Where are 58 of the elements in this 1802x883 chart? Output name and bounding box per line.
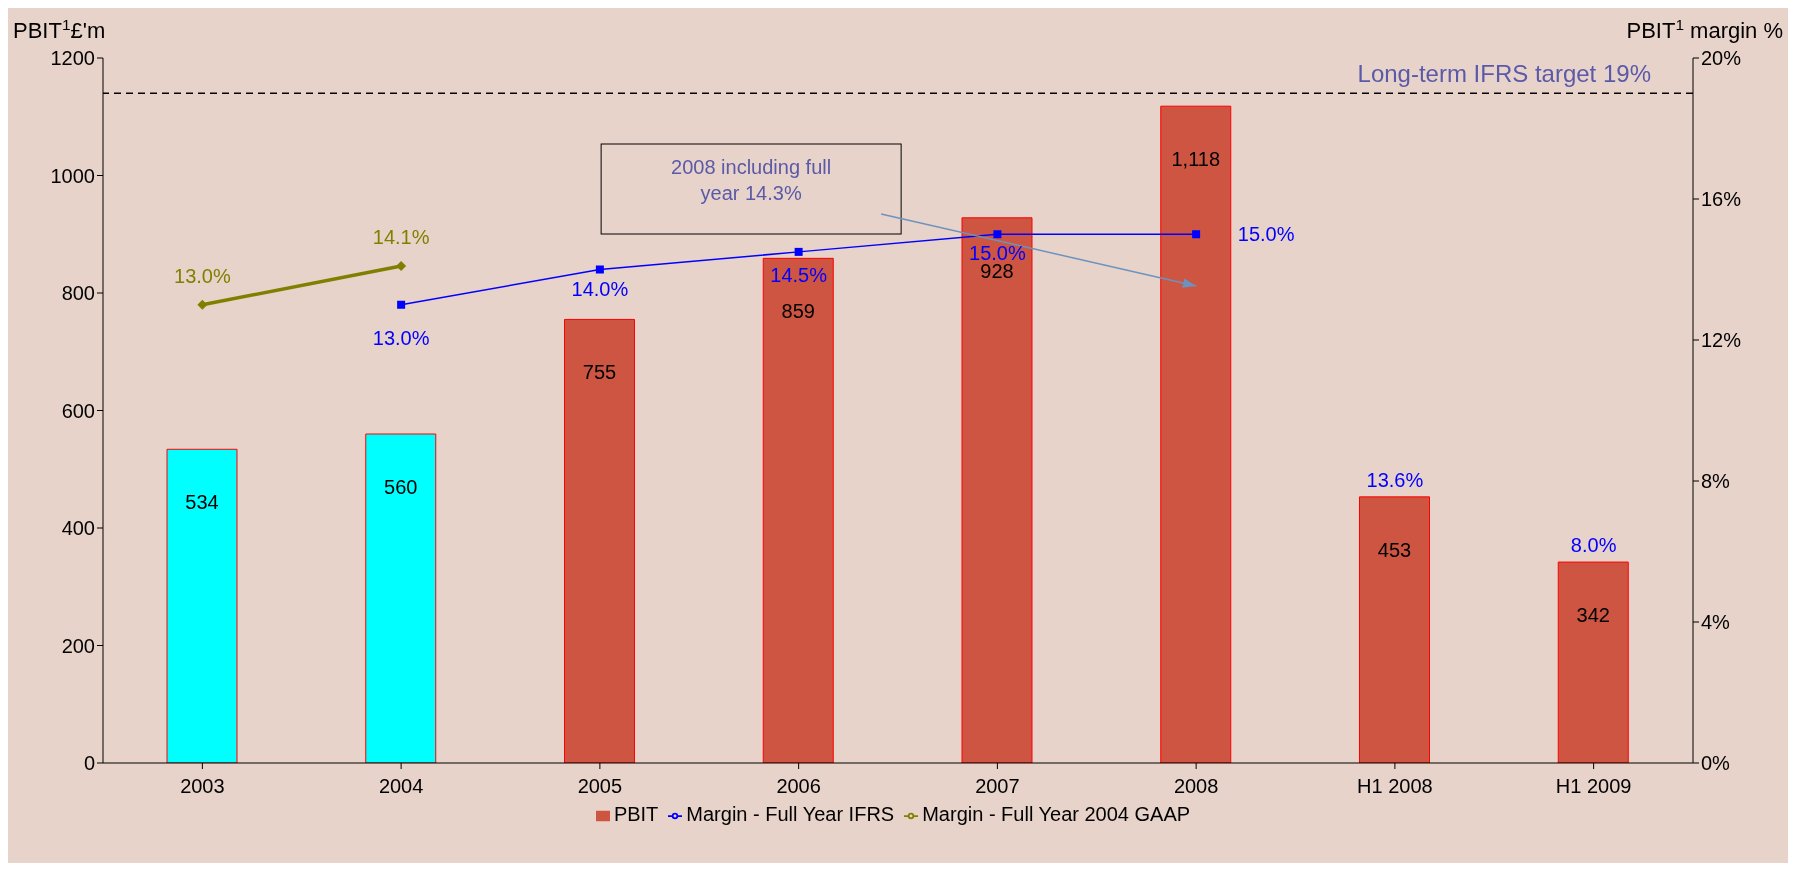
y-tick-label: 1000 [50,164,95,187]
data-label: 560 [384,476,418,498]
bar [564,318,635,763]
bar [1359,496,1430,763]
legend-label: Margin - Full Year 2004 GAAP [922,803,1191,825]
y-axis-title: PBIT$^{1}$£'m [13,15,106,43]
bar [1160,105,1232,763]
x-tick-label: 2007 [975,775,1020,798]
x-tick-label: 2006 [776,775,821,798]
y2-tick-label: 12% [1701,329,1742,352]
y2-tick-label: 0% [1701,752,1731,775]
bar [762,257,834,763]
data-label: 859 [781,300,815,323]
x-tick-label: 2003 [180,775,225,798]
y-tick-label: 400 [61,517,95,540]
bar [365,433,437,763]
x-tick-label: 2008 [1173,775,1219,798]
legend-label: PBIT [613,803,659,825]
point [397,300,406,309]
bar [166,448,238,763]
point [993,230,1002,239]
point [197,299,208,310]
data-label: 14.0% [571,277,629,300]
y-tick-label: 800 [61,282,95,305]
point [1192,230,1201,239]
data-label: 14.5% [770,263,828,286]
data-label: 13.0% [174,264,231,287]
annotation: 13.6% [1366,468,1424,491]
data-label: 13.0% [372,326,430,349]
y-tick-label: 1200 [50,47,95,70]
x-tick-label: 2005 [577,775,623,798]
y-tick-label: 600 [61,399,95,422]
y-tick-label: 0 [83,752,95,775]
y2-tick-label: 20% [1701,47,1742,70]
y2-axis-title: PBIT$^{1}$ margin % [1626,15,1783,43]
data-label: 1,118 [1171,148,1221,171]
point [396,260,407,271]
annotation: 8.0% [1570,534,1617,557]
bar [1557,561,1629,763]
point [794,247,803,256]
y2-tick-label: 4% [1701,611,1731,634]
data-label: 453 [1377,538,1412,561]
x-tick-label: 2004 [378,775,424,798]
data-label: 14.1% [372,225,430,248]
legend-label: Margin - Full Year IFRS [686,803,895,825]
bar [961,217,1033,763]
y2-tick-label: 16% [1701,188,1742,211]
y-tick-label: 200 [61,634,95,657]
data-label: 755 [582,361,617,384]
x-tick-label: H1 2008 [1357,775,1433,798]
y2-tick-label: 8% [1701,470,1731,493]
data-label: 534 [185,491,219,514]
ref-line-label: Long-term IFRS target 19% [1357,60,1651,88]
data-label: 15.0% [1237,223,1295,246]
data-label: 342 [1576,604,1610,627]
annotation: 2008 including full year 14.3% [671,156,832,204]
x-tick-label: H1 2009 [1555,775,1632,798]
point [595,265,604,274]
